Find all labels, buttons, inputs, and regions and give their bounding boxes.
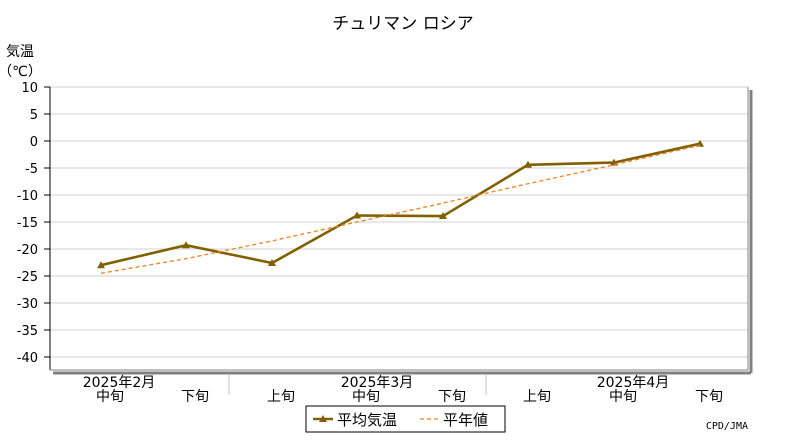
series-line-average bbox=[100, 142, 701, 267]
x-tick-label: 中旬 bbox=[609, 389, 637, 405]
data-point-marker bbox=[97, 261, 105, 269]
plot-area: 10 5 0 -5 -10 -15 -20 -25 -30 -35 -40 中旬 下旬 上旬 中旬 下旬 上旬 中… bbox=[17, 81, 753, 405]
data-point-marker bbox=[696, 139, 704, 147]
legend-marker-average bbox=[319, 415, 327, 422]
month-label: 2025年3月 bbox=[341, 375, 414, 391]
y-axis-unit: （℃） bbox=[0, 64, 42, 80]
y-tick-label: -5 bbox=[25, 162, 38, 177]
x-tick-label: 上旬 bbox=[523, 389, 551, 405]
data-point-marker bbox=[268, 259, 276, 267]
y-tick-label: -10 bbox=[17, 189, 38, 204]
legend-box bbox=[305, 405, 506, 433]
y-tick-label: 10 bbox=[21, 81, 38, 96]
month-label: 2025年4月 bbox=[597, 375, 670, 391]
legend-label-average: 平均気温 bbox=[337, 411, 397, 429]
legend-label-normal: 平年値 bbox=[443, 411, 488, 429]
y-tick-label: -30 bbox=[17, 297, 38, 312]
plot-background bbox=[50, 87, 748, 370]
x-tick-label: 中旬 bbox=[96, 389, 124, 405]
month-label: 2025年2月 bbox=[83, 375, 156, 391]
y-tick-label: -15 bbox=[17, 216, 38, 231]
data-point-marker bbox=[182, 241, 190, 249]
y-tick-label: -35 bbox=[17, 324, 38, 339]
legend: 平均気温 平年値 bbox=[305, 405, 506, 433]
x-tick-label: 上旬 bbox=[267, 389, 295, 405]
chart-title: チュリマン ロシア bbox=[332, 14, 473, 34]
x-tick-label: 下旬 bbox=[695, 389, 723, 405]
data-credit: CPD/JMA bbox=[705, 421, 748, 432]
y-tick-label: -40 bbox=[17, 351, 38, 366]
x-tick-label: 下旬 bbox=[438, 389, 466, 405]
y-tick-label: 0 bbox=[30, 135, 38, 150]
data-point-marker bbox=[439, 212, 447, 220]
x-tick-label: 中旬 bbox=[352, 389, 380, 405]
y-tick-label: -20 bbox=[17, 243, 38, 258]
y-axis-label: 気温 bbox=[6, 44, 34, 60]
y-tick-label: 5 bbox=[30, 108, 38, 123]
data-point-marker bbox=[524, 160, 532, 168]
x-tick-label: 下旬 bbox=[181, 389, 209, 405]
data-point-marker bbox=[353, 211, 361, 219]
series-line-normal bbox=[100, 144, 701, 274]
y-tick-label: -25 bbox=[17, 270, 38, 285]
